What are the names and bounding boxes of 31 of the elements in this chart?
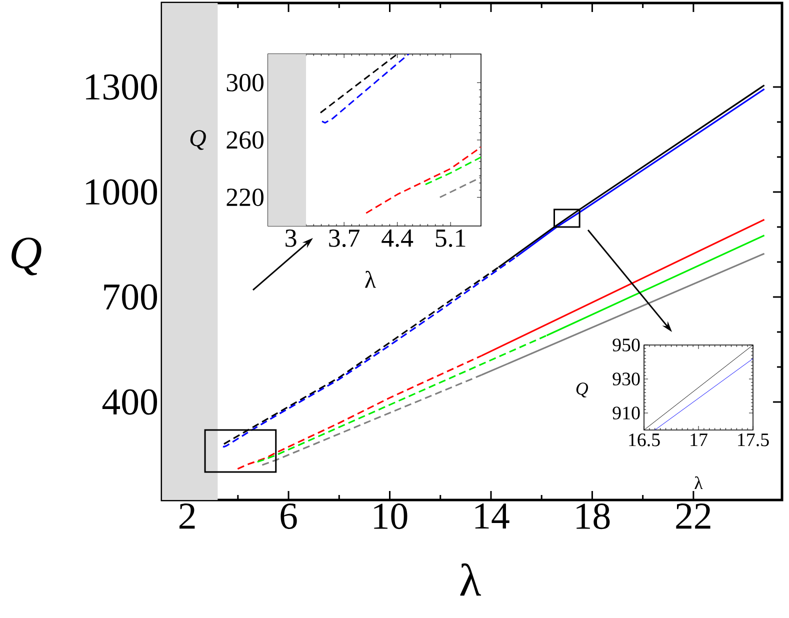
y-axis-title: Q bbox=[576, 382, 588, 398]
y-tick-label: 400 bbox=[102, 389, 158, 415]
x-axis-title: λ bbox=[460, 563, 481, 596]
x-tick-label: 22 bbox=[676, 504, 710, 529]
y-axis-title: Q bbox=[190, 130, 206, 150]
x-tick-label: 16.5 bbox=[629, 434, 660, 446]
x-axis-title: λ bbox=[694, 476, 703, 490]
y-tick-label: 950 bbox=[612, 338, 640, 352]
x-tick-label: 17.5 bbox=[738, 434, 769, 446]
x-tick-label: 2 bbox=[180, 504, 195, 529]
y-tick-label: 220 bbox=[226, 188, 264, 206]
y-tick-label: 930 bbox=[612, 372, 640, 386]
y-tick-label: 300 bbox=[226, 74, 264, 92]
x-tick-label: 3 bbox=[286, 230, 296, 247]
y-tick-label: 1000 bbox=[86, 179, 158, 205]
y-tick-label: 700 bbox=[104, 284, 158, 310]
x-tick-label: 17 bbox=[690, 434, 708, 446]
x-tick-label: 10 bbox=[374, 504, 408, 530]
x-tick-label: 14 bbox=[475, 504, 510, 529]
y-axis-title: Q bbox=[12, 238, 42, 276]
x-axis-title: λ bbox=[365, 270, 376, 288]
line-series bbox=[365, 146, 482, 214]
y-tick-label: 1300 bbox=[86, 74, 158, 100]
x-tick-label: 6 bbox=[280, 504, 297, 529]
x-tick-label: 3.7 bbox=[329, 230, 360, 248]
line-series bbox=[321, 54, 410, 124]
x-tick-label: 4.4 bbox=[382, 230, 414, 247]
y-tick-label: 260 bbox=[226, 131, 264, 149]
y-tick-label: 910 bbox=[612, 406, 640, 420]
x-tick-label: 5.1 bbox=[436, 230, 466, 247]
x-tick-label: 18 bbox=[576, 504, 610, 530]
